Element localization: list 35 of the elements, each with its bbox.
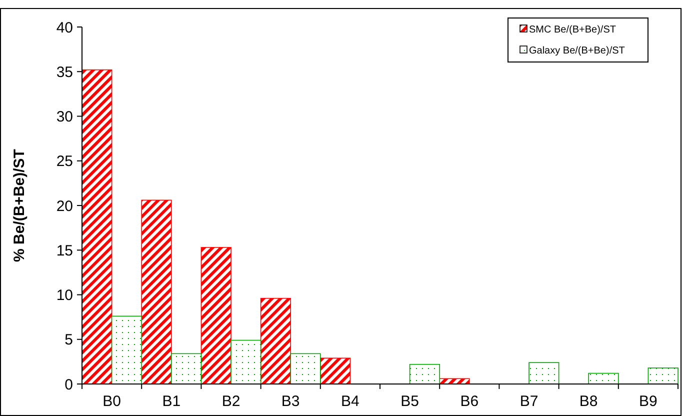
bar [200, 247, 232, 384]
x-tick-label: B7 [520, 393, 538, 410]
x-tick-label: B0 [102, 393, 121, 410]
bar [648, 368, 678, 384]
bar [82, 69, 112, 384]
x-tick-label: B1 [162, 393, 181, 410]
x-tick-label: B4 [341, 393, 360, 410]
x-tick-label: B3 [281, 393, 300, 410]
bar [111, 316, 142, 384]
x-tick-label: B6 [460, 393, 479, 410]
bar [528, 362, 560, 384]
legend-label: Galaxy Be/(B+Be)/ST [529, 46, 625, 56]
y-tick-label: 10 [56, 287, 73, 304]
y-tick-label: 35 [56, 64, 73, 81]
y-tick-label: 25 [56, 153, 73, 170]
y-tick-label: 5 [64, 332, 73, 349]
bar [230, 340, 262, 384]
y-axis-title: % Be/(B+Be)/ST [11, 149, 28, 262]
legend-label: SMC Be/(B+Be)/ST [529, 24, 616, 36]
y-tick-label: 15 [56, 242, 73, 260]
x-tick-label: B9 [639, 393, 658, 410]
bar [588, 372, 619, 384]
bar [171, 353, 202, 384]
bar [290, 353, 321, 384]
bar [320, 358, 351, 384]
x-tick-label: B8 [579, 393, 598, 410]
x-tick-label: B2 [222, 393, 240, 410]
y-tick-label: 30 [56, 108, 73, 126]
bar [141, 200, 172, 384]
y-tick-label: 40 [56, 19, 73, 36]
bar [409, 364, 440, 384]
y-tick-label: 0 [64, 376, 73, 394]
bar [260, 298, 291, 384]
x-tick-label: B5 [400, 393, 419, 410]
y-tick-label: 20 [56, 198, 73, 215]
